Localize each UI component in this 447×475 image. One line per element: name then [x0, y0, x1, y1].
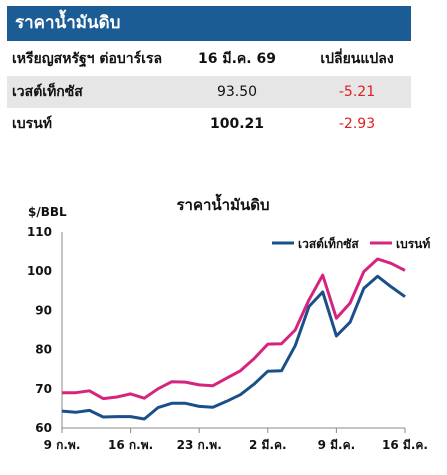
table-row-brent: เบรนท์ 100.21 -2.93 [7, 108, 411, 140]
row-change: -2.93 [338, 116, 376, 132]
header-date: 16 มี.ค. 69 [198, 51, 276, 67]
series-line-1 [61, 274, 406, 421]
series-line-2 [62, 257, 406, 401]
x-tick-label: 9 ก.พ. [44, 438, 81, 452]
y-tick-label: 80 [35, 343, 52, 357]
table-header-row: เหรียญสหรัฐฯ ต่อบาร์เรล 16 มี.ค. 69 เปลี… [7, 43, 411, 75]
table-row-wti: เวสต์เท็กซัส 93.50 -5.21 [7, 76, 411, 108]
chart-title: ราคาน้ำมันดิบ [176, 193, 269, 214]
row-price: 93.50 [216, 84, 258, 100]
y-tick-label: 60 [35, 421, 52, 435]
y-tick-label: 90 [35, 303, 52, 317]
x-tick-label: 16 ก.พ. [108, 438, 153, 452]
row-price: 100.21 [209, 116, 265, 132]
x-tick-label: 23 ก.พ. [177, 438, 222, 452]
table-title: ราคาน้ำมันดิบ [7, 6, 411, 41]
y-tick-label: 100 [27, 264, 52, 278]
x-tick-label: 16 มี.ค. [382, 438, 428, 452]
row-change: -5.21 [338, 84, 376, 100]
legend-label: เบรนท์ [396, 237, 430, 251]
row-name: เบรนท์ [12, 116, 52, 132]
y-tick-label: 110 [27, 225, 52, 239]
legend-label: เวสต์เท็กซัส [298, 236, 359, 251]
header-unit: เหรียญสหรัฐฯ ต่อบาร์เรล [12, 51, 163, 67]
row-name: เวสต์เท็กซัส [12, 84, 83, 100]
x-tick-label: 2 มี.ค. [249, 438, 287, 452]
y-tick-label: 70 [35, 382, 52, 396]
x-tick-label: 9 มี.ค. [318, 438, 356, 452]
header-change: เปลี่ยนแปลง [320, 51, 394, 67]
y-axis-label: $/BBL [28, 205, 67, 219]
